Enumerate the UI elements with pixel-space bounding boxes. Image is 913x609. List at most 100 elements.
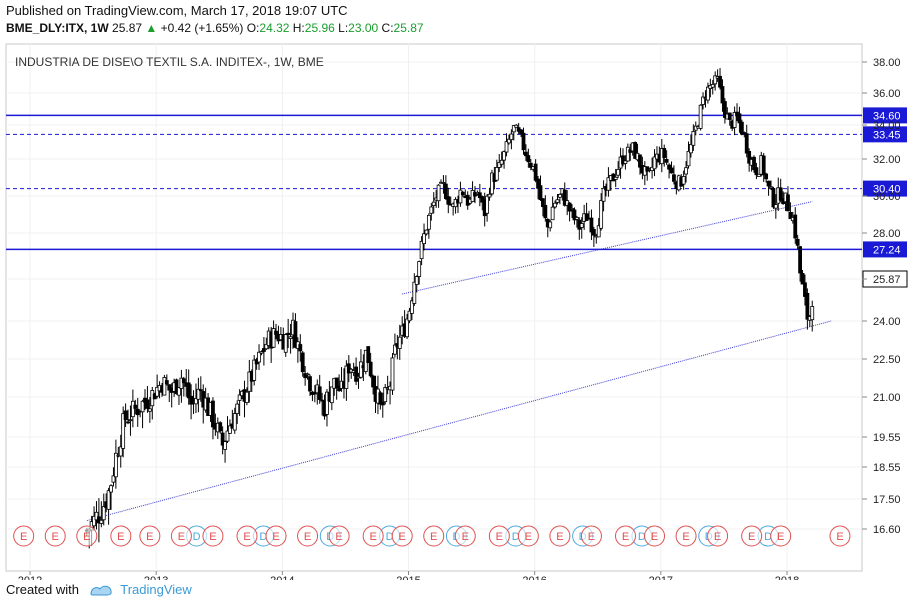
candle-body: [194, 397, 198, 405]
symbol-label: BME_DLY:ITX, 1W: [6, 21, 109, 35]
candle-body: [623, 160, 628, 164]
candle-body: [550, 206, 555, 221]
candle-body: [599, 200, 604, 229]
candle-body: [701, 96, 705, 105]
candle-body: [625, 146, 630, 162]
earnings-marker[interactable]: [328, 525, 350, 547]
earnings-marker[interactable]: [297, 525, 319, 547]
candle-body: [308, 376, 312, 392]
earnings-marker[interactable]: [110, 525, 132, 547]
candle-body: [713, 75, 718, 85]
earnings-label: E: [146, 531, 153, 543]
y-tick-label: 21.00: [873, 392, 901, 404]
candle-body: [667, 164, 671, 170]
earnings-label: E: [748, 531, 755, 543]
candle-body: [133, 404, 138, 409]
low-label: L:: [338, 21, 349, 35]
candle-body: [186, 382, 191, 399]
candle-body: [140, 400, 145, 413]
candle-body: [196, 388, 201, 400]
y-tick-label: 36.00: [873, 88, 901, 100]
tradingview-logo-icon[interactable]: [89, 582, 113, 599]
candle-body: [536, 178, 540, 189]
candle-body: [516, 127, 521, 132]
trendline[interactable]: [86, 320, 832, 522]
open-label: O:: [246, 21, 260, 35]
candle-body: [179, 377, 184, 389]
trendline[interactable]: [402, 201, 813, 295]
earnings-marker[interactable]: [770, 525, 792, 547]
earnings-label: E: [83, 531, 90, 543]
candle-body: [305, 373, 310, 376]
earnings-marker[interactable]: [362, 525, 384, 547]
earnings-label: E: [496, 531, 503, 543]
earnings-label: E: [714, 531, 721, 543]
candle-body: [232, 413, 237, 431]
candle-body: [121, 413, 126, 449]
earnings-marker[interactable]: [265, 525, 287, 547]
earnings-marker[interactable]: [580, 525, 602, 547]
earnings-marker[interactable]: [236, 525, 258, 547]
dividend-label: D: [386, 531, 394, 543]
earnings-marker[interactable]: [44, 525, 66, 547]
earnings-marker[interactable]: [488, 525, 510, 547]
high-label: H:: [292, 21, 305, 35]
candle-body: [793, 214, 798, 239]
earnings-marker[interactable]: [549, 525, 571, 547]
earnings-marker[interactable]: [202, 525, 224, 547]
earnings-marker[interactable]: [170, 525, 192, 547]
candle-body: [773, 204, 778, 209]
candle-body: [220, 432, 225, 446]
level-price-box: [863, 126, 907, 143]
earnings-marker[interactable]: [741, 525, 763, 547]
earnings-marker[interactable]: [423, 525, 445, 547]
earnings-marker[interactable]: [517, 525, 539, 547]
earnings-marker[interactable]: [13, 525, 35, 547]
candle-body: [225, 430, 230, 442]
dividend-label: D: [512, 531, 520, 543]
earnings-marker[interactable]: [139, 525, 161, 547]
candle-body: [383, 387, 388, 403]
time-axis[interactable]: 2012 2013 2014 2015 2016 2017 2018: [18, 571, 799, 580]
candle-body: [504, 141, 509, 153]
event-markers: DDDDDDDDDDEEEEEEEEEEEEEEEEEEEEEEEEEE: [13, 525, 851, 547]
earnings-label: E: [209, 531, 216, 543]
earnings-marker[interactable]: [76, 525, 98, 547]
earnings-marker[interactable]: [675, 525, 697, 547]
candle-body: [686, 151, 691, 167]
candle-body: [497, 162, 502, 168]
candle-body: [689, 144, 693, 154]
candle-body: [441, 182, 446, 184]
earnings-label: E: [178, 531, 185, 543]
plot-area[interactable]: [5, 43, 863, 572]
y-tick-label: 30.00: [873, 191, 901, 203]
candle-body: [405, 318, 409, 338]
tradingview-link[interactable]: TradingView: [120, 582, 192, 597]
earnings-marker[interactable]: [829, 525, 851, 547]
earnings-marker[interactable]: [454, 525, 476, 547]
high-value: 25.96: [304, 21, 335, 35]
candle-body: [788, 211, 793, 220]
chart-title: INDUSTRIA DE DISE\O TEXTIL S.A. INDITEX-…: [15, 55, 324, 69]
earnings-marker[interactable]: [707, 525, 729, 547]
candle-body: [601, 187, 606, 202]
candle-body: [718, 75, 722, 88]
candle-body: [485, 195, 490, 214]
earnings-marker[interactable]: [615, 525, 637, 547]
x-tick-label: 2018: [775, 575, 799, 580]
low-value: 23.00: [348, 21, 379, 35]
earnings-marker[interactable]: [391, 525, 413, 547]
candle-body: [429, 206, 434, 214]
earnings-marker[interactable]: [644, 525, 666, 547]
price-axis[interactable]: 16.60 17.50 18.55 19.55 21.00 22.50 24.00 25.87…: [862, 57, 908, 536]
x-tick-label: 2014: [270, 575, 294, 580]
y-tick-label: 19.55: [873, 432, 901, 444]
candle-body: [562, 189, 567, 206]
candle-body: [130, 400, 135, 418]
candle-body: [458, 189, 463, 204]
dividend-label: D: [259, 531, 267, 543]
candle-body: [211, 400, 215, 428]
candle-body: [380, 401, 385, 406]
candle-body: [754, 167, 759, 176]
